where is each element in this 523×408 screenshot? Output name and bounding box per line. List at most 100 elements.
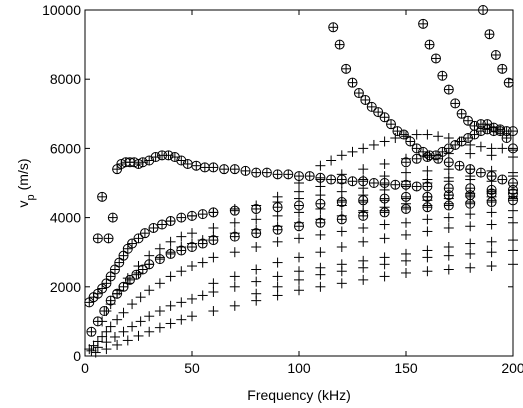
plus-point	[294, 274, 304, 285]
circle-plus-point	[229, 205, 240, 216]
plus-point	[422, 129, 433, 140]
circle-plus-point	[107, 212, 118, 223]
circle-plus-point	[304, 171, 315, 182]
plus-point	[208, 306, 219, 317]
circle-plus-point	[341, 63, 352, 74]
circle-plus-point	[251, 228, 262, 239]
plus-point	[294, 266, 304, 277]
plus-point	[475, 141, 486, 152]
circle-plus-point	[379, 207, 390, 218]
plus-point	[465, 209, 476, 220]
circle-plus-point	[176, 155, 187, 166]
plus-point	[127, 299, 138, 310]
x-tick-label-4: 200	[501, 360, 523, 376]
plus-point	[187, 228, 197, 239]
circle-plus-point	[405, 136, 416, 147]
circle-plus-point	[486, 171, 497, 182]
circle-plus-point	[261, 167, 272, 178]
plus-point	[229, 247, 240, 258]
plus-point	[154, 306, 165, 317]
plus-point	[101, 326, 112, 337]
plus-point	[443, 172, 454, 183]
plus-point	[465, 221, 476, 232]
circle-plus-point	[353, 88, 364, 99]
circle-plus-point	[157, 219, 168, 230]
circle-plus-point	[139, 228, 150, 239]
plus-point	[443, 264, 454, 275]
circle-plus-point	[430, 53, 441, 64]
plus-point	[358, 222, 369, 233]
plus-point	[379, 136, 390, 147]
circle-plus-point	[368, 178, 379, 188]
circle-plus-point	[469, 120, 480, 131]
plus-point	[326, 155, 337, 166]
plus-point	[144, 285, 155, 296]
circle-plus-point	[251, 203, 262, 214]
circle-plus-point	[272, 224, 283, 235]
plus-point	[497, 143, 508, 154]
circle-plus-point	[137, 264, 148, 275]
plus-point	[486, 219, 497, 230]
plus-point	[368, 139, 379, 150]
circle-plus-point	[103, 233, 114, 244]
circle-plus-point	[486, 197, 497, 208]
plus-point	[187, 261, 197, 272]
plus-point	[443, 133, 454, 144]
plus-point	[379, 219, 390, 230]
circle-plus-point	[191, 160, 202, 171]
plus-point	[122, 335, 133, 346]
plus-point	[135, 292, 146, 303]
circle-plus-point	[197, 238, 208, 249]
circle-plus-point	[163, 150, 174, 161]
circle-plus-point	[495, 124, 506, 135]
circle-plus-point	[99, 306, 110, 317]
plus-point	[443, 250, 454, 261]
circle-plus-point	[358, 195, 369, 206]
plus-point	[358, 236, 369, 247]
circle-plus-point	[398, 129, 409, 140]
circle-plus-point	[443, 84, 454, 95]
plus-point	[422, 165, 433, 176]
plus-point	[379, 259, 390, 270]
circle-plus-point	[165, 216, 176, 227]
circle-plus-point	[118, 250, 129, 261]
circle-plus-point	[165, 248, 176, 259]
plus-point	[229, 300, 240, 311]
plus-point	[465, 238, 476, 249]
plus-point	[176, 297, 187, 308]
plus-point	[251, 214, 262, 225]
circle-plus-point	[182, 158, 193, 169]
circle-plus-point	[401, 203, 411, 214]
circle-plus-point	[334, 39, 345, 50]
circle-plus-point	[475, 167, 486, 178]
plus-point	[336, 150, 347, 161]
circle-plus-point	[105, 295, 116, 306]
circle-plus-point	[109, 264, 120, 275]
circle-plus-point	[401, 157, 411, 168]
plus-point	[358, 164, 369, 175]
circle-plus-point	[176, 245, 187, 256]
plus-point	[347, 146, 358, 157]
x-tick-label-2: 100	[287, 360, 311, 376]
plus-point	[187, 293, 197, 304]
plus-point	[251, 264, 262, 275]
plus-point	[315, 229, 326, 240]
circle-plus-point	[465, 198, 476, 209]
plus-point	[272, 290, 283, 301]
plus-point	[465, 262, 476, 273]
circle-plus-point	[422, 152, 433, 163]
circle-plus-point	[199, 162, 210, 173]
plus-point	[315, 281, 326, 292]
plus-point	[336, 266, 347, 277]
circle-plus-point	[358, 210, 369, 221]
plus-point	[251, 276, 262, 287]
circle-plus-point	[422, 191, 433, 202]
circle-plus-point	[490, 49, 501, 60]
y-axis-title-unit: (m/s)	[15, 158, 31, 190]
plus-point	[486, 261, 497, 272]
plus-point	[422, 214, 433, 225]
plus-point	[197, 257, 208, 268]
circle-plus-point	[176, 212, 187, 223]
circle-plus-point	[328, 22, 339, 33]
plus-point	[336, 278, 347, 289]
